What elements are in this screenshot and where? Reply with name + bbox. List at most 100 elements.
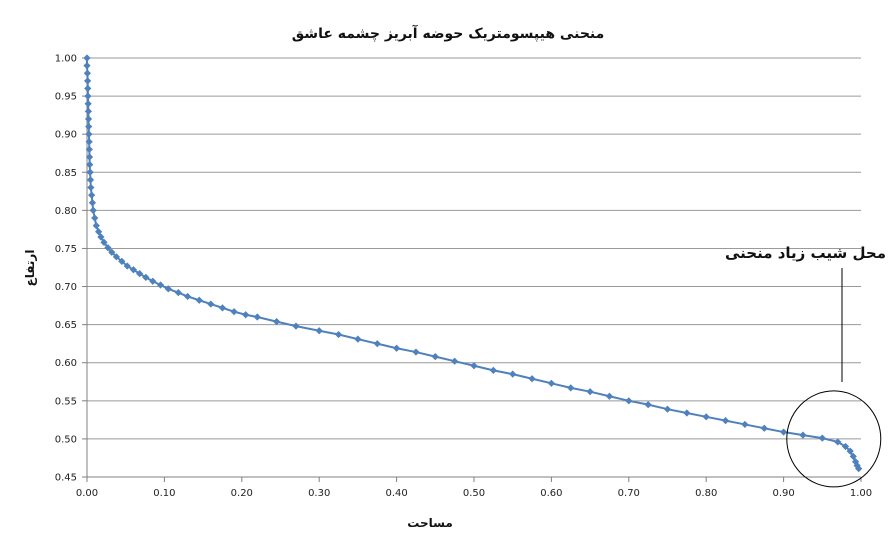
x-tick-label: 1.00 <box>850 488 872 499</box>
data-point-marker <box>85 130 93 138</box>
data-point-marker <box>91 214 99 222</box>
x-tick-label: 0.60 <box>540 488 562 499</box>
data-point-marker <box>84 77 92 85</box>
x-tick-label: 0.80 <box>695 488 717 499</box>
data-point-marker <box>586 388 594 396</box>
data-point-marker <box>855 465 863 473</box>
data-point-marker <box>85 122 93 131</box>
data-point-marker <box>853 461 861 470</box>
data-point-marker <box>683 409 691 417</box>
data-point-marker <box>834 438 842 446</box>
data-point-marker <box>393 344 401 352</box>
data-point-marker <box>84 92 92 100</box>
x-tick-label: 0.50 <box>463 488 485 499</box>
x-tick-label: 0.70 <box>618 488 640 499</box>
y-tick-label: 1.00 <box>55 54 77 65</box>
data-point-marker <box>605 392 614 400</box>
data-point-marker <box>97 233 105 241</box>
y-tick-label: 0.60 <box>55 358 77 369</box>
data-point-marker <box>149 277 157 285</box>
data-point-marker <box>85 153 94 161</box>
data-point-marker <box>451 357 459 365</box>
data-point-marker <box>230 308 238 316</box>
data-point-marker <box>195 296 203 304</box>
data-point-marker <box>273 317 281 326</box>
data-point-marker <box>489 366 497 374</box>
data-point-marker <box>83 69 91 77</box>
data-point-marker <box>625 397 633 405</box>
x-tick-label: 0.30 <box>308 488 330 499</box>
data-point-marker <box>174 289 182 297</box>
data-point-marker <box>84 84 92 93</box>
data-point-marker <box>156 281 165 289</box>
data-point-marker <box>83 54 91 62</box>
data-point-marker <box>118 257 126 266</box>
y-tick-label: 0.75 <box>55 244 77 255</box>
y-axis-title: ارتفاع <box>23 250 37 287</box>
x-tick-label: 0.90 <box>772 488 794 499</box>
data-point-marker <box>104 244 112 252</box>
y-tick-label: 0.85 <box>55 168 77 179</box>
data-point-marker <box>292 322 300 330</box>
x-tick-label: 0.00 <box>76 488 98 499</box>
y-tick-label: 0.65 <box>55 320 77 331</box>
data-point-marker <box>129 266 138 274</box>
data-point-marker <box>86 161 94 169</box>
data-point-marker <box>242 311 250 319</box>
data-point-marker <box>86 176 95 184</box>
data-point-marker <box>184 292 192 301</box>
data-point-marker <box>470 362 478 370</box>
data-point-marker <box>207 300 215 308</box>
data-point-marker <box>567 384 575 392</box>
data-point-marker <box>85 138 93 146</box>
data-point-marker <box>218 304 227 312</box>
data-point-marker <box>849 452 857 461</box>
data-point-marker <box>84 107 92 115</box>
axis-layer: 0.45 0.50 0.55 0.60 0.65 0.70 0.75 0.80 0.85 0.90… <box>55 54 872 500</box>
data-point-marker <box>95 228 103 236</box>
data-point-marker <box>818 434 826 442</box>
data-point-marker <box>509 370 517 378</box>
data-point-marker <box>841 442 850 451</box>
data-point-marker <box>663 405 672 413</box>
data-point-marker <box>100 238 108 246</box>
data-point-marker <box>92 222 100 230</box>
y-tick-label: 0.90 <box>55 130 77 141</box>
data-point-marker <box>86 168 94 176</box>
x-tick-label: 0.40 <box>385 488 407 499</box>
series-layer <box>83 54 863 473</box>
y-tick-label: 0.50 <box>55 434 77 445</box>
data-point-marker <box>644 401 652 409</box>
data-point-marker <box>253 313 261 321</box>
data-point-marker <box>83 62 91 70</box>
data-point-marker <box>85 145 93 154</box>
data-point-marker <box>702 413 710 421</box>
data-point-marker <box>354 335 362 343</box>
data-point-marker <box>87 183 95 192</box>
y-tick-label: 0.95 <box>55 92 77 103</box>
data-point-marker <box>528 375 536 383</box>
y-tick-label: 0.70 <box>55 282 77 293</box>
data-point-marker <box>373 340 381 348</box>
data-point-marker <box>123 262 131 270</box>
data-point-marker <box>334 330 343 339</box>
data-point-marker <box>431 353 439 361</box>
data-point-marker <box>846 447 854 455</box>
data-point-marker <box>760 424 768 432</box>
data-point-marker <box>412 348 420 356</box>
data-point-marker <box>315 327 323 335</box>
data-point-marker <box>799 431 807 439</box>
chart-title: منحنی هیپسومتریک حوضه آبریز چشمه عاشق <box>292 24 605 42</box>
x-tick-label: 0.10 <box>153 488 175 499</box>
data-point-marker <box>84 115 93 123</box>
data-point-marker <box>89 206 97 214</box>
data-point-marker <box>164 285 172 293</box>
data-point-marker <box>142 273 150 282</box>
y-tick-label: 0.45 <box>55 473 77 484</box>
x-axis-title: مساحت <box>407 516 453 530</box>
data-point-marker <box>741 420 749 429</box>
data-point-marker <box>721 417 730 425</box>
